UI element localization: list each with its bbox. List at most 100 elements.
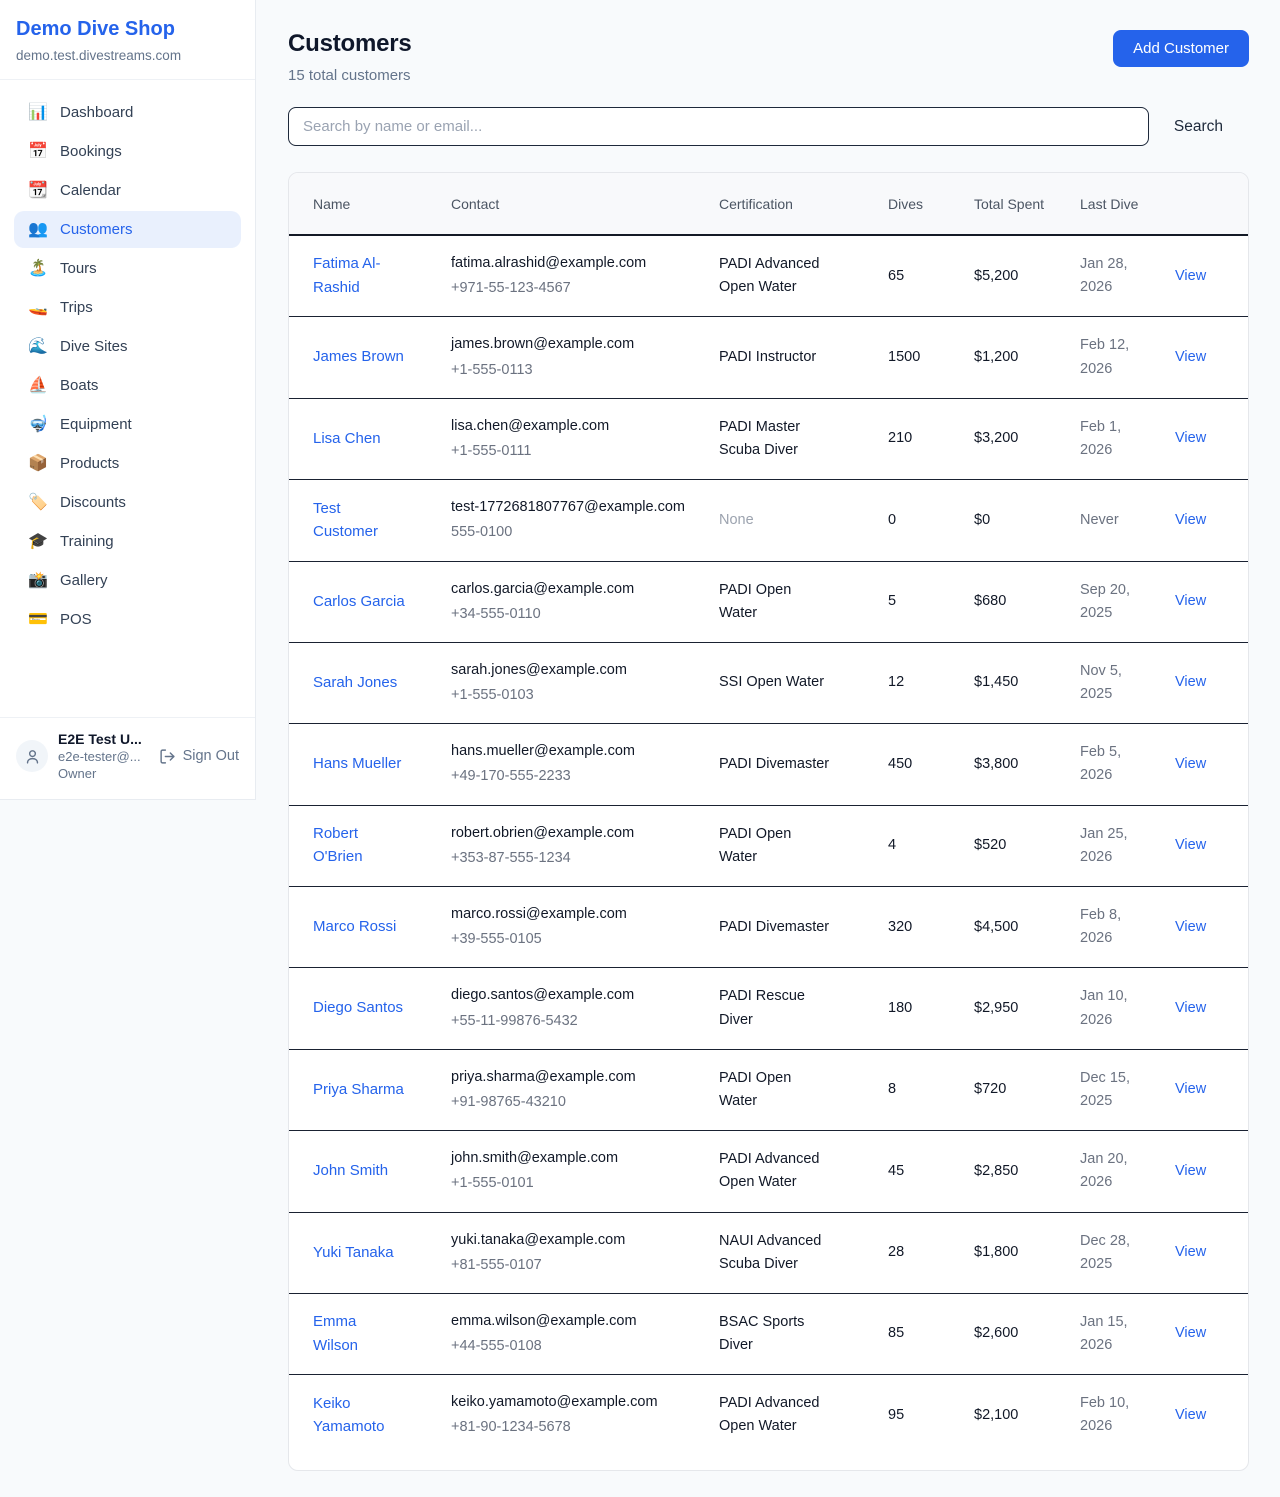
customer-name-link[interactable]: Lisa Chen <box>313 429 381 447</box>
column-header-last-dive: Last Dive <box>1064 173 1159 236</box>
table-row: John Smith john.smith@example.com +1-555… <box>289 1130 1248 1212</box>
customer-name-link[interactable]: Carlos Garcia <box>313 592 405 610</box>
customer-last-dive: Jan 10, 2026 <box>1064 967 1159 1050</box>
customer-total-spent: $2,100 <box>958 1374 1064 1456</box>
customer-last-dive: Feb 8, 2026 <box>1064 885 1159 968</box>
customer-last-dive: Dec 28, 2025 <box>1064 1211 1159 1294</box>
view-customer-link[interactable]: View <box>1175 918 1207 935</box>
view-customer-link[interactable]: View <box>1175 674 1207 691</box>
sidebar-item-tours[interactable]: 🏝️ Tours <box>14 250 241 287</box>
view-customer-link[interactable]: View <box>1175 1162 1207 1179</box>
sidebar-item-discounts[interactable]: 🏷️ Discounts <box>14 484 241 521</box>
customer-name-link[interactable]: Emma Wilson <box>313 1313 359 1354</box>
customer-dives: 4 <box>872 804 958 887</box>
sidebar-item-trips[interactable]: 🚤 Trips <box>14 289 241 326</box>
dashboard-icon: 📊 <box>28 103 48 121</box>
sidebar-item-boats[interactable]: ⛵ Boats <box>14 367 241 404</box>
customer-name-link[interactable]: Keiko Yamamoto <box>313 1394 385 1435</box>
sidebar-item-label: POS <box>60 611 92 628</box>
trips-icon: 🚤 <box>28 298 48 316</box>
page-header: Customers 15 total customers Add Custome… <box>288 30 1249 84</box>
customer-name-link[interactable]: Priya Sharma <box>313 1080 404 1098</box>
sidebar-item-label: Bookings <box>60 143 122 160</box>
customer-email: robert.obrien@example.com <box>451 824 635 841</box>
sidebar-item-pos[interactable]: 💳 POS <box>14 601 241 638</box>
user-role: Owner <box>58 766 97 781</box>
customer-certification: PADI Master Scuba Diver <box>719 418 801 458</box>
customers-icon: 👥 <box>28 220 48 238</box>
customer-phone: +34-555-0110 <box>451 605 541 622</box>
column-header-contact: Contact <box>435 173 703 236</box>
view-customer-link[interactable]: View <box>1175 1325 1207 1342</box>
add-customer-button[interactable]: Add Customer <box>1113 30 1249 67</box>
table-row: Carlos Garcia carlos.garcia@example.com … <box>289 560 1248 643</box>
customer-email: fatima.alrashid@example.com <box>451 255 647 271</box>
view-customer-link[interactable]: View <box>1175 430 1207 447</box>
customer-name-link[interactable]: Hans Mueller <box>313 755 402 773</box>
calendar-icon: 📆 <box>28 181 48 199</box>
customer-total-spent: $1,200 <box>958 316 1064 399</box>
products-icon: 📦 <box>28 454 48 472</box>
column-header-certification: Certification <box>703 173 872 236</box>
view-customer-link[interactable]: View <box>1175 267 1207 284</box>
sidebar-item-label: Boats <box>60 377 99 394</box>
search-row: Search <box>288 107 1249 146</box>
customer-email: keiko.yamamoto@example.com <box>451 1394 658 1411</box>
customer-dives: 65 <box>888 267 905 284</box>
customer-last-dive: Sep 20, 2025 <box>1064 560 1159 643</box>
sidebar-item-label: Equipment <box>60 416 132 433</box>
view-customer-link[interactable]: View <box>1175 511 1207 528</box>
sidebar-item-dashboard[interactable]: 📊 Dashboard <box>14 94 241 131</box>
avatar <box>16 740 48 772</box>
customer-name-link[interactable]: Fatima Al-Rashid <box>313 255 381 296</box>
customer-dives: 45 <box>872 1130 958 1212</box>
view-customer-link[interactable]: View <box>1175 837 1207 854</box>
sidebar-item-training[interactable]: 🎓 Training <box>14 523 241 560</box>
sidebar-nav: 📊 Dashboard 📅 Bookings 📆 Calendar 👥 Cust… <box>0 80 255 717</box>
table-row: Robert O'Brien robert.obrien@example.com… <box>289 804 1248 887</box>
view-customer-link[interactable]: View <box>1175 1081 1207 1098</box>
customer-total-spent: $3,200 <box>958 397 1064 480</box>
sidebar-item-label: Customers <box>60 221 133 238</box>
sign-out-button[interactable]: Sign Out <box>159 748 239 765</box>
customer-name-link[interactable]: Diego Santos <box>313 999 404 1017</box>
sidebar-item-customers[interactable]: 👥 Customers <box>14 211 241 248</box>
customer-name-link[interactable]: James Brown <box>313 348 404 366</box>
view-customer-link[interactable]: View <box>1175 999 1207 1016</box>
customer-total-spent: $0 <box>958 479 1064 561</box>
customer-dives: 210 <box>872 397 958 480</box>
view-customer-link[interactable]: View <box>1175 348 1207 365</box>
brand: Demo Dive Shop demo.test.divestreams.com <box>0 0 255 80</box>
sidebar-item-products[interactable]: 📦 Products <box>14 445 241 482</box>
customer-last-dive: Feb 12, 2026 <box>1064 316 1159 399</box>
sidebar-item-bookings[interactable]: 📅 Bookings <box>14 133 241 170</box>
customer-dives: 28 <box>872 1211 958 1294</box>
customer-name-link[interactable]: Test Customer <box>313 499 379 540</box>
customer-name-link[interactable]: John Smith <box>313 1162 389 1180</box>
sidebar-item-dive-sites[interactable]: 🌊 Dive Sites <box>14 328 241 365</box>
customer-name-link[interactable]: Robert O'Brien <box>313 825 363 866</box>
search-input[interactable] <box>288 107 1149 146</box>
column-header-dives: Dives <box>872 173 958 236</box>
main-content: Customers 15 total customers Add Custome… <box>256 0 1280 1497</box>
sidebar-item-equipment[interactable]: 🤿 Equipment <box>14 406 241 443</box>
customer-name-link[interactable]: Marco Rossi <box>313 918 397 936</box>
sidebar-item-label: Gallery <box>60 572 108 589</box>
customer-name-link[interactable]: Sarah Jones <box>313 673 398 691</box>
customer-total-spent: $4,500 <box>958 885 1064 968</box>
view-customer-link[interactable]: View <box>1175 1406 1207 1423</box>
sidebar-item-label: Products <box>60 455 120 472</box>
customer-email: hans.mueller@example.com <box>451 743 635 760</box>
customer-email: james.brown@example.com <box>451 336 635 353</box>
view-customer-link[interactable]: View <box>1175 593 1207 610</box>
search-button[interactable]: Search <box>1149 118 1249 136</box>
customer-email: yuki.tanaka@example.com <box>451 1231 626 1248</box>
sidebar-item-calendar[interactable]: 📆 Calendar <box>14 172 241 209</box>
view-customer-link[interactable]: View <box>1175 1244 1207 1261</box>
customer-name-link[interactable]: Yuki Tanaka <box>313 1243 394 1261</box>
customer-phone: +49-170-555-2233 <box>451 768 571 785</box>
customer-email: marco.rossi@example.com <box>451 906 627 922</box>
view-customer-link[interactable]: View <box>1175 755 1207 772</box>
sidebar-item-gallery[interactable]: 📸 Gallery <box>14 562 241 599</box>
